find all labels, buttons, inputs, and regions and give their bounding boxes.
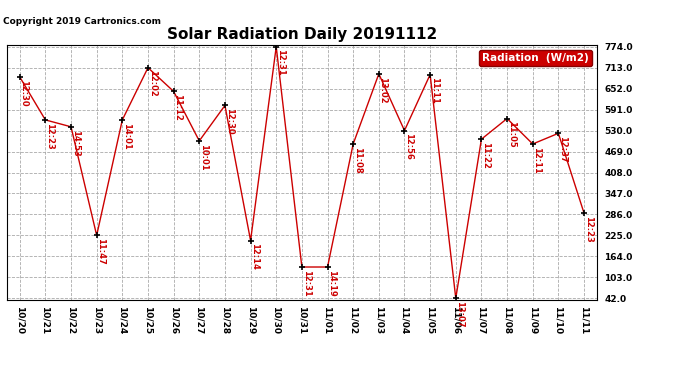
Text: 14:53: 14:53 xyxy=(70,130,79,156)
Text: 12:30: 12:30 xyxy=(19,80,28,106)
Title: Solar Radiation Daily 20191112: Solar Radiation Daily 20191112 xyxy=(167,27,437,42)
Text: 12:31: 12:31 xyxy=(276,50,285,76)
Text: 11:05: 11:05 xyxy=(506,122,515,148)
Text: 12:14: 12:14 xyxy=(250,243,259,270)
Text: 14:01: 14:01 xyxy=(122,123,131,150)
Text: 11:08: 11:08 xyxy=(353,147,362,173)
Text: Copyright 2019 Cartronics.com: Copyright 2019 Cartronics.com xyxy=(3,17,161,26)
Text: 13:07: 13:07 xyxy=(455,301,464,327)
Text: 12:23: 12:23 xyxy=(584,216,593,243)
Text: 14:19: 14:19 xyxy=(327,270,336,297)
Text: 11:11: 11:11 xyxy=(430,77,439,104)
Text: 12:02: 12:02 xyxy=(148,70,157,97)
Text: 12:31: 12:31 xyxy=(302,270,310,297)
Text: 10:01: 10:01 xyxy=(199,144,208,170)
Text: 11:47: 11:47 xyxy=(97,238,106,265)
Text: 12:11: 12:11 xyxy=(533,147,542,174)
Text: 11:12: 11:12 xyxy=(173,94,182,121)
Text: 12:30: 12:30 xyxy=(224,108,234,135)
Legend: Radiation  (W/m2): Radiation (W/m2) xyxy=(479,50,591,66)
Text: 12:37: 12:37 xyxy=(558,136,567,163)
Text: 12:23: 12:23 xyxy=(45,123,54,150)
Text: 12:56: 12:56 xyxy=(404,134,413,160)
Text: 11:22: 11:22 xyxy=(481,142,490,169)
Text: 13:02: 13:02 xyxy=(379,76,388,103)
